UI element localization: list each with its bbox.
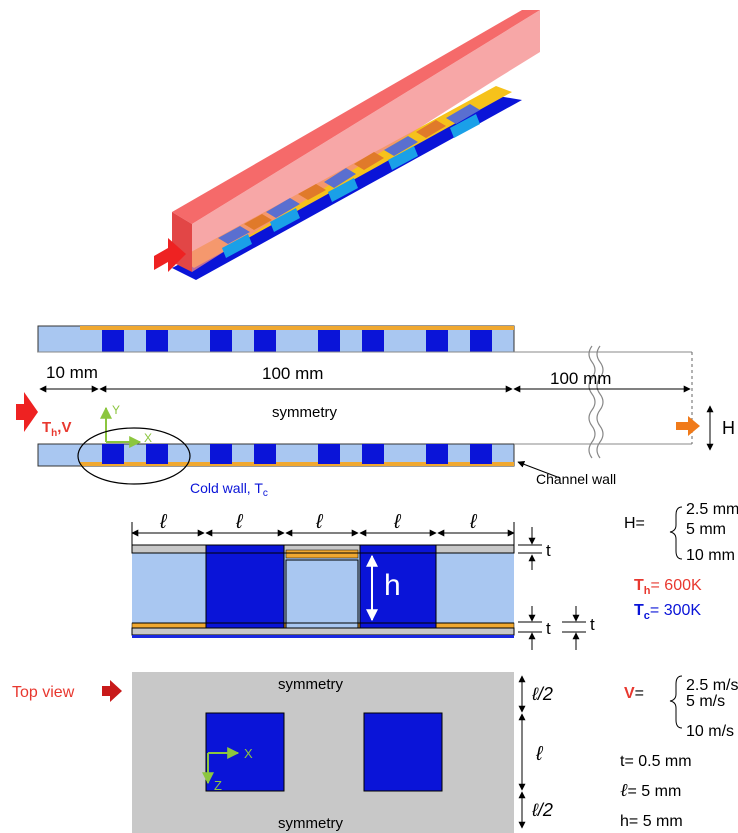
h-label: h [384, 569, 401, 602]
dim-outlet-label: 100 mm [550, 369, 611, 388]
axis-x-label: X [144, 431, 152, 445]
param-Th: Th= 600K [634, 577, 702, 597]
half-ell-bottom: ℓ/2 [531, 800, 553, 820]
outlet-flow-arrow [676, 416, 700, 436]
inlet-flow-arrow [16, 392, 38, 432]
lower-legs [102, 444, 492, 464]
top-view-pointer-arrow [102, 680, 122, 702]
height-label: H [722, 418, 735, 438]
ell-label-4: ℓ [393, 511, 402, 533]
H-brace [669, 506, 683, 560]
axis-y-label: Y [112, 403, 120, 417]
channel-wall-pointer [517, 460, 561, 479]
param-ell: ℓ= 5 mm [620, 780, 681, 800]
hot-interconnect [285, 549, 359, 559]
t-indicators [518, 527, 586, 650]
ell-middle: ℓ [535, 743, 544, 765]
parameter-list: H= 2.5 mm 5 mm 10 mm Th= 600K Tc= 300K V… [620, 501, 738, 830]
dim-inlet-label: 10 mm [46, 363, 98, 382]
V-value-1: 2.5 m/s [686, 677, 738, 694]
top-view-leg-2 [363, 712, 443, 792]
top-view-symmetry-bottom: symmetry [278, 815, 343, 832]
symmetry-label: symmetry [272, 404, 337, 421]
param-h: h= 5 mm [620, 813, 683, 830]
top-view-title: Top view [12, 684, 75, 701]
ell-label-3: ℓ [315, 511, 324, 533]
param-Tc: Tc= 300K [634, 602, 701, 622]
inlet-label: Th,V [42, 419, 71, 439]
ell-label-1: ℓ [159, 511, 168, 533]
teg-legs-3d [218, 104, 480, 258]
unit-cell-highlight [77, 427, 191, 485]
H-value-3: 10 mm [686, 547, 735, 564]
n-leg [205, 544, 285, 629]
channel-section: 10 mm 100 mm 100 mm symmetry Th,V Y X H … [16, 325, 735, 499]
unit-cell: ℓ ℓ ℓ ℓ ℓ h [131, 511, 595, 650]
V-value-2: 5 m/s [686, 693, 725, 710]
t-label-bottom: t [546, 619, 551, 638]
top-axis-x-label: X [244, 746, 253, 761]
channel-wall-label: Channel wall [536, 471, 616, 487]
t-label-top: t [546, 541, 551, 560]
ell-label-5: ℓ [469, 511, 478, 533]
t-label-right: t [590, 615, 595, 634]
V-brace [669, 675, 683, 729]
inlet-flow-arrow-3d [154, 238, 186, 272]
top-view-plane [132, 672, 514, 833]
dim-tegs-label: 100 mm [262, 364, 323, 383]
upper-legs [102, 330, 492, 352]
ell-dimensions [131, 522, 515, 546]
break-mark [588, 345, 596, 459]
param-H-prefix: H= [624, 515, 645, 532]
param-V-prefix: V= [624, 685, 644, 702]
param-t: t= 0.5 mm [620, 753, 692, 770]
duct-top-face [172, 10, 540, 224]
isometric-3d-view [154, 10, 540, 280]
H-value-1: 2.5 mm [686, 501, 738, 518]
top-view: symmetry symmetry X Z Top view ℓ/2 ℓ ℓ/2 [12, 672, 553, 833]
top-axis-z-label: Z [214, 778, 222, 793]
top-view-symmetry-top: symmetry [278, 676, 343, 693]
cold-wall-label: Cold wall, Tc [190, 480, 268, 499]
half-ell-top: ℓ/2 [531, 684, 553, 704]
H-value-2: 5 mm [686, 521, 726, 538]
V-value-3: 10 m/s [686, 723, 734, 740]
ell-label-2: ℓ [235, 511, 244, 533]
